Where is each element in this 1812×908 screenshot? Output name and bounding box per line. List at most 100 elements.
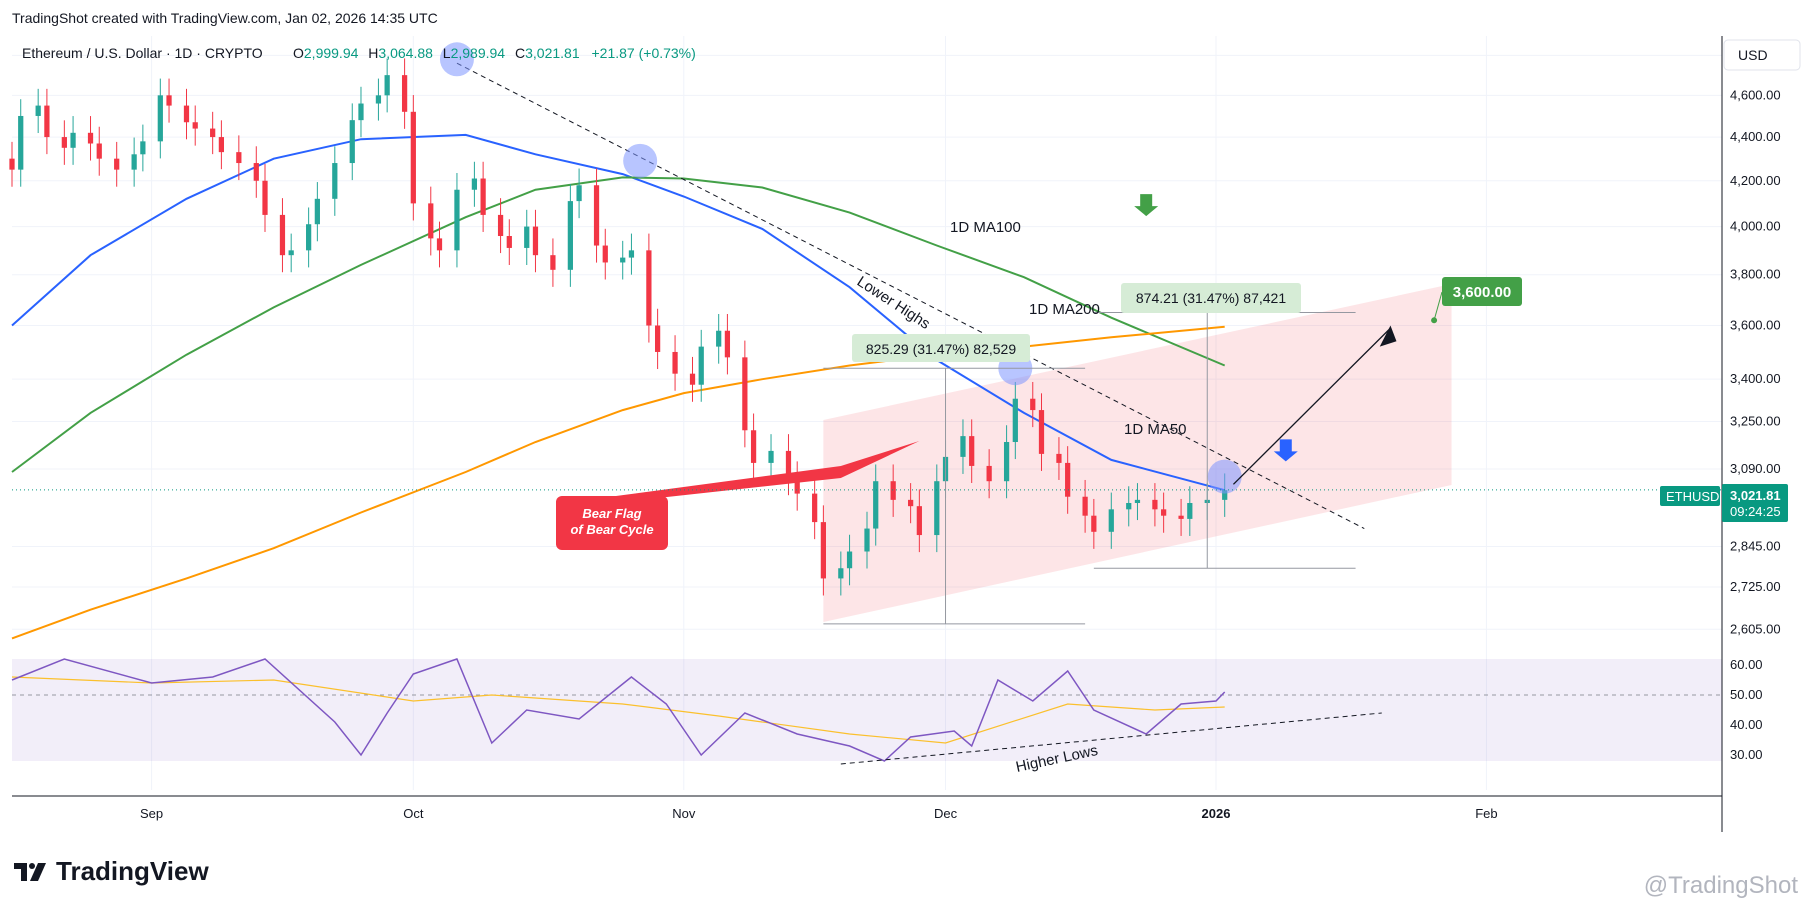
- candle: [1082, 496, 1088, 516]
- rsi-band: [12, 659, 1722, 761]
- candle: [1126, 503, 1132, 510]
- candle: [1222, 490, 1228, 500]
- candle: [262, 180, 268, 215]
- currency-button[interactable]: [1723, 39, 1801, 71]
- candle: [332, 163, 338, 199]
- lower-highs-trendline: [456, 62, 1365, 530]
- candle: [471, 178, 478, 190]
- price-tick-label: 3,250.00: [1730, 414, 1781, 429]
- candle: [654, 325, 661, 352]
- candle: [96, 143, 102, 159]
- candle: [288, 250, 294, 256]
- candle: [785, 450, 792, 479]
- candle: [838, 568, 844, 579]
- candle: [890, 481, 896, 500]
- candle: [1178, 515, 1184, 519]
- flag-channel: [823, 284, 1452, 622]
- candle: [9, 158, 15, 170]
- price-tick-label: 4,200.00: [1730, 173, 1781, 188]
- target-badge: [1442, 277, 1522, 306]
- candle: [70, 132, 76, 148]
- candle: [1134, 499, 1141, 504]
- change-value: +21.87 (+0.73%): [592, 45, 696, 61]
- price-tick-label: 2,725.00: [1730, 579, 1781, 594]
- rsi-tick-label: 40.00: [1730, 717, 1763, 732]
- bear-flag-text-2: of Bear Cycle: [570, 522, 653, 537]
- candle: [550, 255, 556, 270]
- candle: [750, 430, 757, 463]
- candle: [436, 238, 443, 251]
- measure-text-1: 825.29 (31.47%) 82,529: [866, 341, 1016, 357]
- ticker-label: ETHUSD: [1666, 489, 1719, 504]
- time-tick-label: Dec: [934, 806, 958, 821]
- candle: [44, 105, 50, 138]
- price-tick-label: 3,090.00: [1730, 461, 1781, 476]
- candle: [960, 436, 966, 457]
- low-value: 2,989.94: [451, 45, 506, 61]
- ma200-label: 1D MA200: [1029, 301, 1100, 318]
- tradingview-logo[interactable]: TradingView: [14, 856, 209, 887]
- time-tick-label: Nov: [672, 806, 696, 821]
- currency-label: USD: [1738, 47, 1768, 63]
- time-tick-label: Oct: [403, 806, 424, 821]
- candle: [576, 185, 582, 202]
- candle: [934, 481, 940, 536]
- candle: [506, 236, 512, 248]
- time-tick-label: Sep: [140, 806, 163, 821]
- watermark-text: @TradingShot: [1643, 872, 1798, 899]
- candle: [114, 158, 120, 170]
- candle: [846, 551, 853, 569]
- candle: [87, 132, 94, 144]
- candle: [672, 351, 678, 374]
- open-label: O: [293, 45, 304, 61]
- candle: [210, 128, 216, 138]
- candle: [454, 189, 460, 251]
- grid: [12, 36, 1722, 790]
- candle: [986, 465, 992, 482]
- author-watermark: @TradingShot: [1644, 872, 1798, 900]
- candle: [306, 224, 312, 251]
- price-tick-label: 3,400.00: [1730, 371, 1781, 386]
- candle: [1056, 453, 1062, 463]
- ticker-badge: [1660, 486, 1720, 506]
- candle: [820, 522, 826, 579]
- swing-high-marker: [439, 42, 474, 77]
- candle: [375, 95, 382, 104]
- target-point: [1431, 317, 1438, 324]
- chart-credit: TradingShot created with TradingView.com…: [12, 10, 438, 26]
- measure-box-1: [852, 334, 1030, 362]
- tradingview-brand: TradingView: [56, 856, 209, 886]
- ma-line: [11, 133, 1225, 492]
- rsi-pane: [11, 658, 1722, 765]
- candles: [9, 58, 1228, 596]
- candle: [908, 499, 914, 507]
- candle: [724, 330, 731, 358]
- candle: [480, 178, 486, 215]
- measure-box-2: [1121, 283, 1301, 313]
- candle: [812, 493, 818, 523]
- candle: [864, 528, 870, 552]
- candle: [1091, 515, 1097, 532]
- candle: [620, 257, 626, 263]
- candle: [349, 120, 355, 164]
- price-tick-label: 3,600.00: [1730, 318, 1781, 333]
- candle: [384, 75, 390, 96]
- candle: [1030, 398, 1036, 411]
- candle: [969, 436, 975, 466]
- candle: [593, 185, 600, 246]
- candle: [1108, 509, 1114, 532]
- price-tick-label: 4,400.00: [1730, 129, 1781, 144]
- rsi-tick-label: 50.00: [1730, 687, 1763, 702]
- bear-flag-callout: [556, 496, 668, 550]
- tradingview-logo-icon: [14, 862, 46, 881]
- rsi-tick-label: 60.00: [1730, 657, 1763, 672]
- countdown: 09:24:25: [1730, 504, 1781, 519]
- candle: [532, 226, 539, 256]
- swing-high-marker: [623, 143, 658, 178]
- rsi-line: [11, 658, 1226, 762]
- candle: [314, 198, 320, 225]
- higher-lows-trendline: [840, 712, 1382, 765]
- candle: [410, 111, 416, 204]
- candle: [916, 506, 922, 536]
